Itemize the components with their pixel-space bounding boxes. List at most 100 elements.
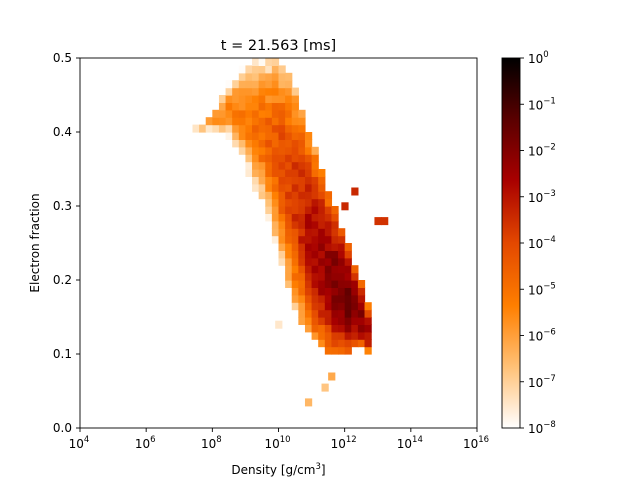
- heatmap-cell: [318, 198, 326, 207]
- heatmap-cell: [291, 132, 299, 140]
- heatmap-cell: [265, 132, 273, 140]
- heatmap-cell: [258, 80, 266, 89]
- heatmap-cell: [238, 117, 247, 126]
- heatmap-cell: [232, 87, 240, 96]
- heatmap-cell: [338, 250, 346, 259]
- heatmap-cell: [304, 235, 313, 244]
- heatmap-cell: [285, 228, 293, 237]
- y-tick-label: 0.4: [53, 125, 72, 139]
- heatmap-cell: [344, 317, 352, 325]
- heatmap-cell: [258, 176, 266, 185]
- heatmap-cell: [357, 331, 366, 340]
- heatmap-cell: [318, 183, 326, 192]
- heatmap-cell: [318, 287, 326, 296]
- heatmap-cell: [285, 139, 293, 148]
- heatmap-cell: [205, 117, 213, 126]
- heatmap-cell: [344, 280, 352, 288]
- heatmap-cell: [311, 235, 319, 244]
- heatmap-cell: [304, 228, 313, 237]
- heatmap-cell: [285, 124, 293, 133]
- x-tick-exp: 10: [280, 435, 291, 445]
- heatmap-cell: [278, 198, 286, 207]
- heatmap-cell: [324, 213, 333, 222]
- heatmap-cell: [344, 309, 352, 318]
- heatmap-cell: [285, 109, 293, 118]
- heatmap-cell: [278, 65, 286, 74]
- heatmap-cell: [271, 154, 280, 163]
- heatmap-cell: [285, 257, 293, 266]
- heatmap-cell: [225, 95, 233, 103]
- heatmap-cell: [291, 228, 299, 237]
- heatmap-cell: [258, 183, 266, 192]
- heatmap-cell: [285, 72, 293, 81]
- heatmap-cell: [218, 102, 227, 111]
- heatmap-cell: [278, 250, 286, 259]
- heatmap-cell: [278, 124, 286, 133]
- heatmap-cell: [265, 206, 273, 214]
- heatmap-cell: [275, 320, 283, 329]
- heatmap-cell: [238, 65, 247, 74]
- heatmap-cell: [265, 117, 273, 126]
- heatmap-cell: [258, 65, 266, 74]
- heatmap-cell: [298, 302, 306, 311]
- heatmap-cell: [338, 287, 346, 296]
- heatmap-cell: [344, 287, 352, 296]
- heatmap-cell: [311, 154, 319, 163]
- heatmap-cell: [291, 117, 299, 126]
- x-tick-label: 108: [201, 435, 222, 451]
- heatmap-cell: [278, 87, 286, 96]
- heatmap-cell: [291, 176, 299, 185]
- heatmap-cell: [232, 117, 240, 126]
- heatmap-cell: [324, 346, 333, 355]
- heatmap-cell: [311, 191, 319, 200]
- heatmap-cell: [298, 132, 306, 140]
- heatmap-cell: [311, 176, 319, 185]
- heatmap-cell: [298, 287, 306, 296]
- heatmap-cell: [324, 220, 333, 229]
- heatmap-cell: [298, 220, 306, 229]
- heatmap-cell: [278, 243, 286, 251]
- heatmap-cell: [304, 198, 313, 207]
- heatmap-cell: [278, 95, 286, 103]
- heatmap-cell: [258, 87, 266, 96]
- heatmap-cell: [285, 235, 293, 244]
- heatmap-cell: [291, 235, 299, 244]
- heatmap-cell: [225, 124, 233, 133]
- heatmap-cell: [338, 309, 346, 318]
- heatmap-cell: [252, 72, 260, 81]
- heatmap-cell: [265, 124, 273, 133]
- heatmap-cell: [199, 124, 207, 133]
- heatmap-cell: [265, 72, 273, 81]
- heatmap-cell: [344, 257, 352, 266]
- heatmap-cell: [245, 65, 253, 74]
- heatmap-cell: [331, 220, 339, 229]
- heatmap-cell: [205, 124, 213, 133]
- heatmap-cell: [258, 117, 266, 126]
- heatmap-cell: [225, 80, 233, 89]
- heatmap-cell: [238, 124, 247, 133]
- heatmap-cell: [338, 272, 346, 281]
- heatmap-cell: [338, 302, 346, 311]
- x-tick-exp: 4: [84, 435, 89, 445]
- heatmap-cell: [258, 169, 266, 177]
- heatmap-cell: [331, 309, 339, 318]
- heatmap-cell: [212, 124, 220, 133]
- heatmap-cell: [311, 220, 319, 229]
- heatmap-cell: [374, 217, 382, 226]
- heatmap-cell: [278, 117, 286, 126]
- heatmap-cell: [331, 257, 339, 266]
- heatmap-cell: [291, 265, 299, 274]
- heatmap-cell: [271, 109, 280, 118]
- heatmap-cell: [304, 220, 313, 229]
- heatmap-cell: [192, 124, 200, 133]
- heatmap-cell: [278, 220, 286, 229]
- heatmap-cell: [338, 280, 346, 288]
- heatmap-cell: [265, 191, 273, 200]
- heatmap-cell: [324, 235, 333, 244]
- heatmap-cell: [265, 58, 273, 66]
- colorbar-tick-label: 10−2: [528, 143, 556, 159]
- heatmap-cell: [271, 58, 280, 66]
- heatmap-cell: [285, 250, 293, 259]
- heatmap-cell: [238, 95, 247, 103]
- heatmap-cell: [344, 243, 352, 251]
